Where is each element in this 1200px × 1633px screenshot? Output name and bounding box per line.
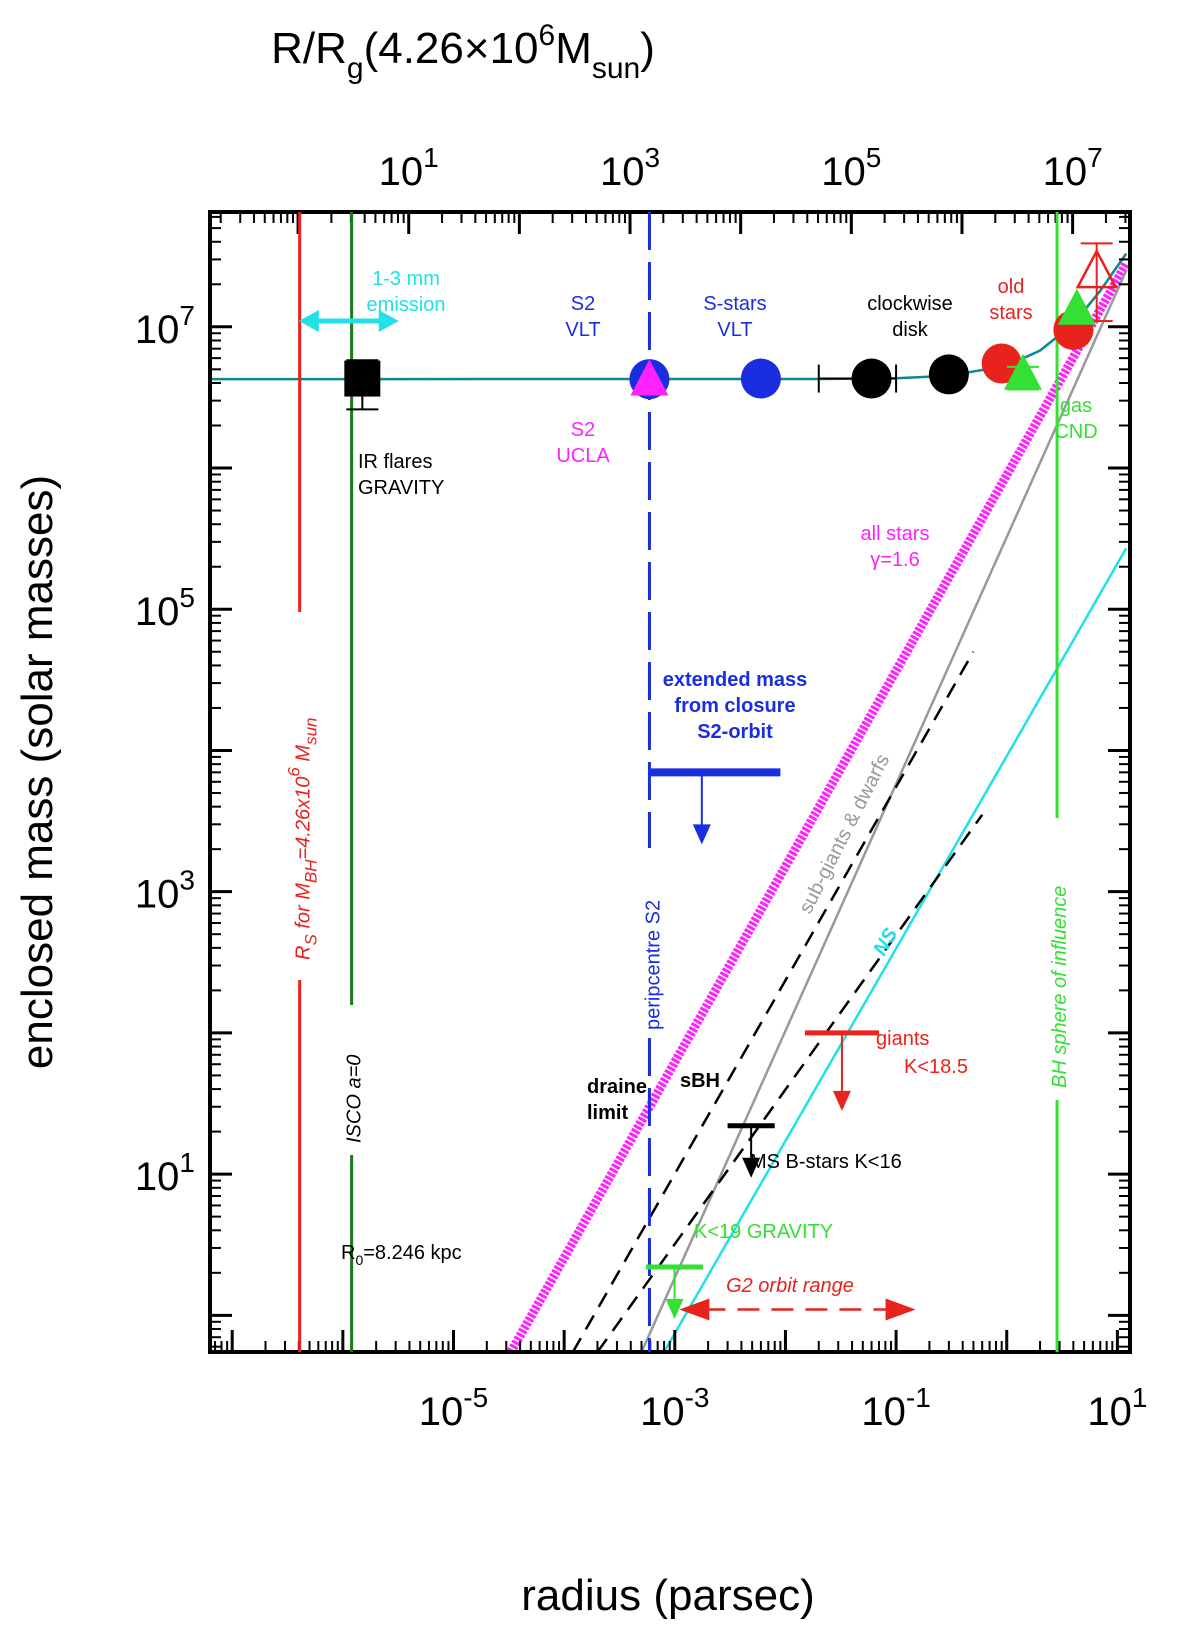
mm-emission-label: 1-3 mm: [372, 268, 440, 290]
mm-range-head-left: [298, 309, 319, 332]
data-point-circle: [928, 354, 969, 395]
top-axis-title-m: M: [555, 24, 592, 73]
x-tick-label: 101: [1087, 1382, 1147, 1434]
data-point-circle: [740, 358, 781, 399]
draine-label: draine: [587, 1076, 647, 1098]
old-stars-label: old: [998, 276, 1025, 298]
s2-ucla-label: UCLA: [556, 445, 610, 467]
clockwise-disk-label: clockwise: [867, 293, 953, 315]
s-stars-vlt-label: VLT: [717, 319, 752, 341]
s2-vlt-label: S2: [571, 293, 595, 315]
clockwise-disk-label: disk: [892, 319, 929, 341]
upper-limit-arrow-head: [742, 1157, 761, 1178]
ms-b-stars-label: MS B-stars K<16: [750, 1151, 902, 1173]
ir-flares-label: IR flares: [358, 451, 432, 473]
giants-label: K<18.5: [904, 1056, 968, 1078]
y-tick-label: 107: [135, 300, 195, 352]
rs-label: RS for MBH=4.26x106 Msun: [285, 717, 321, 960]
g2-range-head-right: [885, 1298, 916, 1321]
top-tick-label: 107: [1043, 142, 1103, 194]
top-axis-title: R/Rg(4.26×106Msun): [271, 19, 655, 85]
top-axis-title-r: R/R: [271, 24, 347, 73]
y-tick-label: 101: [135, 1147, 195, 1199]
all-stars-label: γ=1.6: [870, 549, 919, 571]
series-line: [640, 270, 1128, 1352]
upper-limit-arrow-head: [665, 1298, 684, 1319]
upper-limit-arrow-head: [832, 1090, 851, 1111]
sub-giants-label: sub-giants & dwarfs: [795, 751, 894, 917]
top-axis-title-g: g: [347, 52, 364, 85]
ns-label: NS: [869, 924, 902, 960]
top-tick-label: 103: [600, 142, 660, 194]
k19-gravity-label: K<19 GRAVITY: [694, 1221, 833, 1243]
upper-limit-arrow-head: [692, 824, 711, 845]
bhs-label: BH sphere of influence: [1049, 886, 1071, 1088]
data-point-square: [344, 360, 381, 397]
s2-ucla-label: S2: [571, 419, 595, 441]
x-axis-title: radius (parsec): [521, 1571, 814, 1620]
peri-label: peripcentre S2: [642, 900, 664, 1030]
sbh-label: sBH: [680, 1070, 720, 1092]
giants-label: giants: [876, 1028, 929, 1050]
extended-mass-label: from closure: [674, 695, 795, 717]
top-axis-title-exp: 6: [539, 19, 556, 52]
g2-orbit-label: G2 orbit range: [726, 1275, 854, 1297]
series-line: [506, 261, 1130, 1352]
mm-range-head-right: [378, 309, 399, 332]
series-line: [663, 547, 1128, 1352]
gas-cnd-label: gas: [1060, 395, 1092, 417]
draine-label: limit: [587, 1102, 628, 1124]
top-tick-label: 101: [379, 142, 439, 194]
plot-area: 10-5 10-3 10-1 101 101 103 105 107 101 103 105 107 R…: [135, 142, 1148, 1434]
data-point-circle: [981, 343, 1022, 384]
data-point-triangle: [1057, 288, 1096, 325]
data-point-triangle: [630, 359, 669, 396]
y-tick-label: 105: [135, 582, 195, 634]
r0-label: R0=8.246 kpc: [341, 1242, 462, 1268]
x-tick-label: 10-1: [861, 1382, 930, 1434]
top-axis-title-close: ): [640, 24, 655, 73]
s2-vlt-label: VLT: [565, 319, 600, 341]
s-stars-vlt-label: S-stars: [703, 293, 766, 315]
old-stars-label: stars: [989, 302, 1032, 324]
extended-mass-label: extended mass: [663, 669, 808, 691]
x-tick-label: 10-3: [640, 1382, 709, 1434]
gas-cnd-label: CND: [1054, 421, 1097, 443]
ir-flares-label: GRAVITY: [358, 477, 444, 499]
top-axis-title-sun: sun: [592, 52, 640, 85]
y-axis-title: enclosed mass (solar masses): [13, 475, 62, 1069]
top-axis-title-mid: (4.26×10: [364, 24, 539, 73]
data-point-open-triangle: [1075, 248, 1118, 289]
plot-clipped: [210, 252, 1130, 1352]
data-point-circle: [851, 358, 892, 399]
data-point-triangle: [1003, 353, 1042, 390]
y-tick-label: 103: [135, 865, 195, 917]
series-line: [596, 814, 984, 1352]
g2-range-head-left: [679, 1298, 710, 1321]
isco-label: ISCO a=0: [344, 1055, 366, 1143]
mm-emission-label: emission: [367, 294, 446, 316]
all-stars-label: all stars: [861, 523, 930, 545]
x-tick-label: 10-5: [419, 1382, 488, 1434]
series-line: [571, 651, 975, 1352]
extended-mass-label: S2-orbit: [697, 721, 773, 743]
top-tick-label: 105: [821, 142, 881, 194]
